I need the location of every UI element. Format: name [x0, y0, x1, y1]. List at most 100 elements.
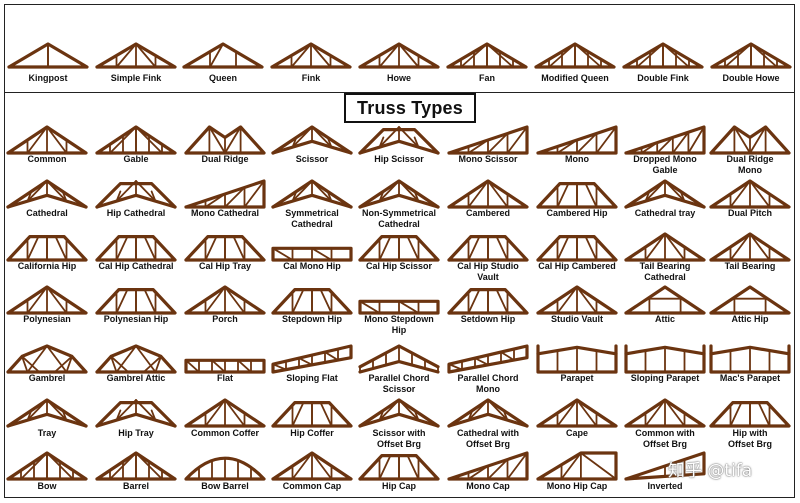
truss-label: Cambered [466, 208, 510, 218]
truss-dual-pitch: Dual Pitch [709, 179, 791, 218]
truss-hip-coffer: Hip Coffer [271, 401, 353, 438]
truss-gable: Gable [95, 125, 177, 164]
truss-studio-vault: Studio Vault [536, 285, 618, 324]
truss-mono-hip-cap: Mono Hip Cap [536, 451, 618, 491]
truss-mono-cap: Mono Cap [447, 451, 529, 491]
truss-label-line2: Cathedral [378, 219, 420, 229]
truss-label-line2: Scissor [383, 384, 416, 394]
truss-label: Stepdown Hip [282, 314, 342, 324]
truss-label: Mono Cap [466, 481, 510, 491]
truss-hip-tray: Hip Tray [95, 399, 177, 438]
truss-label: Scissor [296, 154, 329, 164]
truss-label-line2: Gable [652, 165, 677, 175]
truss-label: Inverted [647, 481, 682, 491]
truss-barrel: Barrel [95, 451, 177, 491]
truss-simple-fink: Simple Fink [95, 42, 177, 83]
truss-gambrel: Gambrel [6, 344, 88, 383]
page-title: Truss Types [357, 97, 463, 118]
truss-label: Common Cap [283, 481, 342, 491]
truss-dual-ridge: Dual Ridge [184, 125, 266, 164]
truss-label: Fink [302, 73, 321, 83]
truss-howe: Howe [358, 42, 440, 83]
truss-label: Cal Hip Studio [457, 261, 519, 271]
truss-tray: Tray [6, 398, 88, 438]
truss-label: Bow [38, 481, 58, 491]
truss-label: Scissor with [372, 428, 425, 438]
truss-label-line2: Mono [738, 165, 762, 175]
truss-label: Parallel Chord [457, 373, 518, 383]
truss-porch: Porch [184, 285, 266, 324]
truss-cambered: Cambered [447, 179, 529, 218]
truss-label: Mono Hip Cap [547, 481, 608, 491]
truss-cathedral-tray: Cathedral tray [624, 179, 706, 218]
truss-label: Cathedral tray [635, 208, 696, 218]
truss-label: Common Coffer [191, 428, 259, 438]
truss-attic: Attic [624, 285, 706, 324]
truss-label-line2: Mono [476, 384, 500, 394]
truss-label-line2: Cathedral [644, 272, 686, 282]
truss-label: Common [28, 154, 67, 164]
truss-label: Cathedral with [457, 428, 519, 438]
truss-label: California Hip [18, 261, 77, 271]
truss-label: Dual Ridge [726, 154, 773, 164]
truss-label: Common with [635, 428, 695, 438]
truss-label: Cal Hip Cambered [538, 261, 616, 271]
truss-fan: Fan [446, 42, 528, 83]
truss-label: Barrel [123, 481, 149, 491]
truss-mono-scissor: Mono Scissor [447, 125, 529, 164]
truss-mono: Mono [536, 125, 618, 164]
truss-double-fink: Double Fink [622, 42, 704, 83]
truss-kingpost: Kingpost [7, 42, 89, 83]
truss-label: Hip with [733, 428, 768, 438]
truss-common-coffer: Common Coffer [184, 398, 266, 438]
truss-common-cap: Common Cap [271, 451, 353, 491]
truss-label: Cal Hip Scissor [366, 261, 433, 271]
truss-label: Dual Pitch [728, 208, 772, 218]
truss-scissor: Scissor [271, 125, 353, 164]
truss-hip-cathedral: Hip Cathedral [95, 180, 177, 218]
truss-label-line2: Cathedral [291, 219, 333, 229]
truss-label: Fan [479, 73, 495, 83]
truss-tail-bearing: Tail Bearing [709, 232, 791, 271]
truss-label: Hip Cap [382, 481, 417, 491]
truss-label: Cal Mono Hip [283, 261, 341, 271]
truss-california-hip: California Hip [6, 235, 88, 271]
truss-label: Tray [38, 428, 57, 438]
truss-label: Non-Symmetrical [362, 208, 436, 218]
truss-label-line2: Offset Brg [728, 439, 772, 449]
truss-cal-hip-cambered: Cal Hip Cambered [536, 235, 618, 271]
truss-mac-s-parapet: Mac's Parapet [709, 344, 791, 383]
truss-label: Cathedral [26, 208, 68, 218]
truss-label: Cal Hip Cathedral [98, 261, 173, 271]
truss-cal-hip-scissor: Cal Hip Scissor [358, 235, 440, 271]
truss-label: Dual Ridge [201, 154, 248, 164]
truss-label: Modified Queen [541, 73, 609, 83]
truss-label: Polynesian [23, 314, 71, 324]
truss-label: Mac's Parapet [720, 373, 780, 383]
truss-mono-cathedral: Mono Cathedral [184, 179, 266, 218]
truss-double-howe: Double Howe [710, 42, 792, 83]
truss-label: Cambered Hip [546, 208, 608, 218]
truss-label: Cape [566, 428, 588, 438]
truss-label: Mono [565, 154, 589, 164]
truss-label: Sloping Flat [286, 373, 338, 383]
truss-cal-hip-tray: Cal Hip Tray [184, 235, 266, 271]
truss-label: Attic [655, 314, 675, 324]
truss-polynesian: Polynesian [6, 285, 88, 324]
truss-label: Dropped Mono [633, 154, 697, 164]
truss-label-line2: Vault [477, 272, 499, 282]
truss-label: Mono Cathedral [191, 208, 259, 218]
truss-label: Tail Bearing [640, 261, 691, 271]
